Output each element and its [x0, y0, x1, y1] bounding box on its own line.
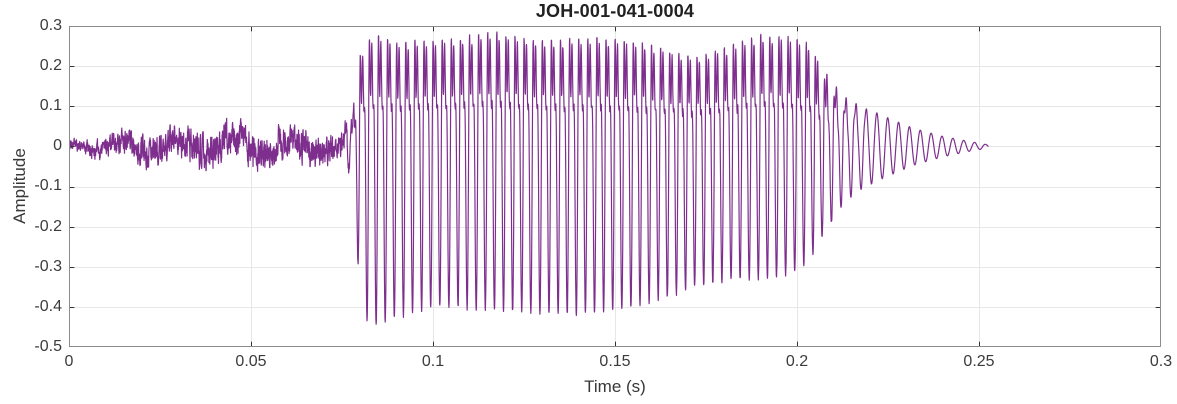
y-tick-label: -0.3 — [34, 258, 62, 275]
waveform-canvas — [69, 26, 1161, 347]
y-tick-label: -0.1 — [34, 177, 62, 194]
y-tick-label: -0.5 — [34, 338, 62, 355]
x-tick-label: 0.25 — [963, 353, 995, 370]
y-tick-label: -0.2 — [34, 218, 62, 235]
x-tick-label: 0 — [64, 353, 74, 370]
y-tick-label: 0.2 — [39, 57, 62, 74]
x-tick-label: 0.2 — [785, 353, 809, 370]
y-tick-label: -0.4 — [34, 298, 62, 315]
x-tick-label: 0.3 — [1149, 353, 1173, 370]
y-tick-label: 0 — [53, 137, 62, 154]
y-tick-label: 0.1 — [39, 97, 62, 114]
x-axis-label: Time (s) — [584, 377, 646, 396]
y-tick-label: 0.3 — [39, 17, 62, 34]
chart-title: JOH-001-041-0004 — [535, 1, 695, 21]
x-tick-label: 0.1 — [421, 353, 445, 370]
x-tick-label: 0.15 — [599, 353, 631, 370]
x-tick-label: 0.05 — [235, 353, 267, 370]
